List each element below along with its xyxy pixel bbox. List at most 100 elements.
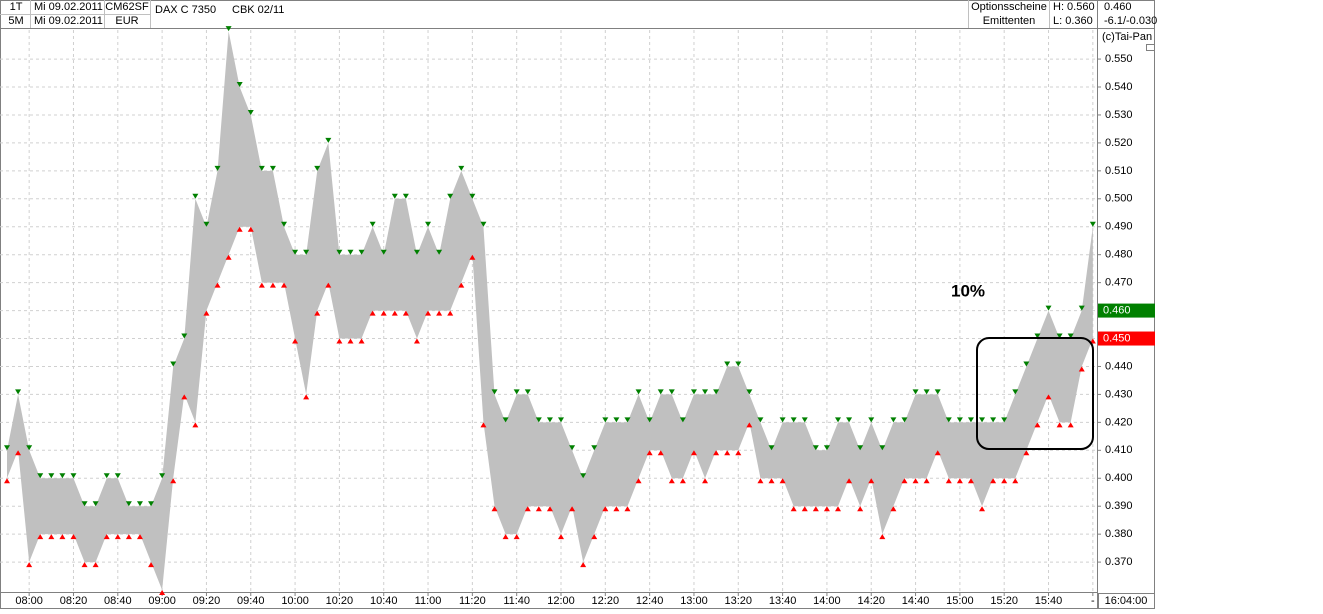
scale-button[interactable] (1146, 44, 1155, 51)
low-marker (391, 310, 398, 316)
high-marker (491, 389, 498, 395)
high-marker (469, 193, 476, 199)
low-marker (724, 450, 731, 456)
highlight-box (976, 337, 1094, 450)
low-marker (912, 478, 919, 484)
interval: 5M (8, 15, 23, 27)
high-marker (546, 417, 553, 423)
low-marker (558, 534, 564, 540)
source: Emittenten (983, 15, 1036, 27)
high-marker (1012, 389, 1019, 395)
low-marker (425, 310, 432, 316)
y-tick-label: 0.510 (1105, 165, 1133, 177)
low-marker (92, 562, 99, 568)
low-marker (236, 226, 243, 232)
low-marker (103, 534, 110, 540)
low-marker (170, 478, 177, 484)
price-badge-label: 0.460 (1103, 304, 1131, 316)
y-tick-label: 0.550 (1105, 53, 1133, 65)
high-marker (380, 249, 387, 255)
high-marker (956, 417, 963, 423)
high-marker (347, 249, 354, 255)
low-marker (945, 478, 952, 484)
high-marker (26, 445, 33, 451)
high-marker (159, 473, 166, 479)
high-marker (1023, 361, 1030, 367)
x-tick-label: 15:20 (990, 595, 1018, 607)
low-marker (292, 338, 299, 344)
high-marker (369, 221, 376, 227)
low-marker (125, 534, 132, 540)
currency: EUR (115, 15, 138, 27)
y-tick-label: 0.370 (1105, 556, 1133, 568)
high-marker (136, 501, 143, 507)
low-marker (546, 506, 553, 512)
high-marker (746, 389, 753, 395)
contract: CBK 02/11 (232, 4, 284, 16)
low-marker (214, 282, 221, 288)
x-tick-label: 12:40 (636, 595, 664, 607)
high-marker (148, 501, 155, 507)
low-marker (535, 506, 542, 512)
high-marker (48, 473, 55, 479)
low-marker (967, 478, 974, 484)
symbol: CM62SF (105, 1, 149, 13)
high-marker (801, 417, 808, 423)
low-marker (269, 282, 276, 288)
y-tick-label: 0.480 (1105, 249, 1133, 261)
low-marker (757, 478, 764, 484)
low-marker (458, 282, 465, 288)
low-marker (768, 478, 775, 484)
low-marker (857, 506, 864, 512)
low-marker (447, 310, 454, 316)
low-marker (735, 450, 742, 456)
x-tick-label: 14:40 (902, 595, 930, 607)
high-marker (413, 249, 420, 255)
x-tick-label: 13:00 (680, 595, 708, 607)
low-marker (1067, 422, 1074, 428)
low-marker (635, 478, 642, 484)
x-tick-label: 12:00 (547, 595, 575, 607)
high-marker (580, 473, 587, 479)
range-band (7, 31, 1093, 591)
high-marker (591, 445, 598, 451)
instrument: DAX C 7350 (155, 4, 216, 16)
x-tick-label: 09:40 (237, 595, 265, 607)
high-marker (314, 165, 321, 171)
high-marker (624, 417, 631, 423)
high-marker (425, 221, 432, 227)
high-marker (391, 193, 398, 199)
low-marker (159, 590, 166, 596)
low-marker (1012, 478, 1019, 484)
high-marker (81, 501, 88, 507)
high-marker (458, 165, 465, 171)
high-marker (247, 109, 254, 115)
low-marker (890, 506, 897, 512)
x-tick-label: 08:20 (60, 595, 88, 607)
high-marker (713, 389, 720, 395)
high-marker (823, 445, 830, 451)
y-tick-label: 0.490 (1105, 221, 1133, 233)
x-tick-label: 11:40 (503, 595, 530, 607)
high-marker (535, 417, 542, 423)
low-marker (26, 562, 33, 568)
x-tick-label: 14:00 (813, 595, 841, 607)
low-marker (846, 478, 853, 484)
low-label: L: 0.360 (1053, 15, 1093, 27)
high-marker (203, 221, 210, 227)
high-marker (447, 193, 454, 199)
high-marker (236, 82, 243, 88)
high-marker (613, 417, 620, 423)
high-marker (635, 389, 642, 395)
x-tick-label: 15:00 (946, 595, 974, 607)
low-marker (48, 534, 55, 540)
high-marker (37, 473, 44, 479)
high-marker (1089, 221, 1096, 227)
low-marker (247, 226, 254, 232)
high-marker (768, 445, 775, 451)
high-marker (879, 445, 886, 451)
low-marker (1001, 478, 1008, 484)
low-marker (136, 534, 143, 540)
annotation: 10% (951, 281, 985, 300)
high-marker (303, 249, 310, 255)
